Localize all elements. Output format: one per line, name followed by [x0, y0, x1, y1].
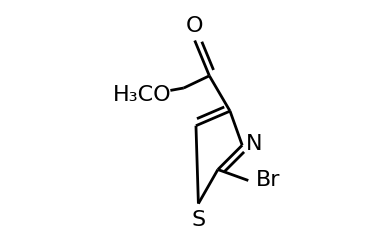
Text: S: S: [191, 210, 205, 230]
Text: O: O: [186, 16, 204, 36]
Text: Br: Br: [256, 171, 280, 190]
Text: H₃CO: H₃CO: [113, 85, 172, 105]
Text: N: N: [246, 134, 262, 154]
